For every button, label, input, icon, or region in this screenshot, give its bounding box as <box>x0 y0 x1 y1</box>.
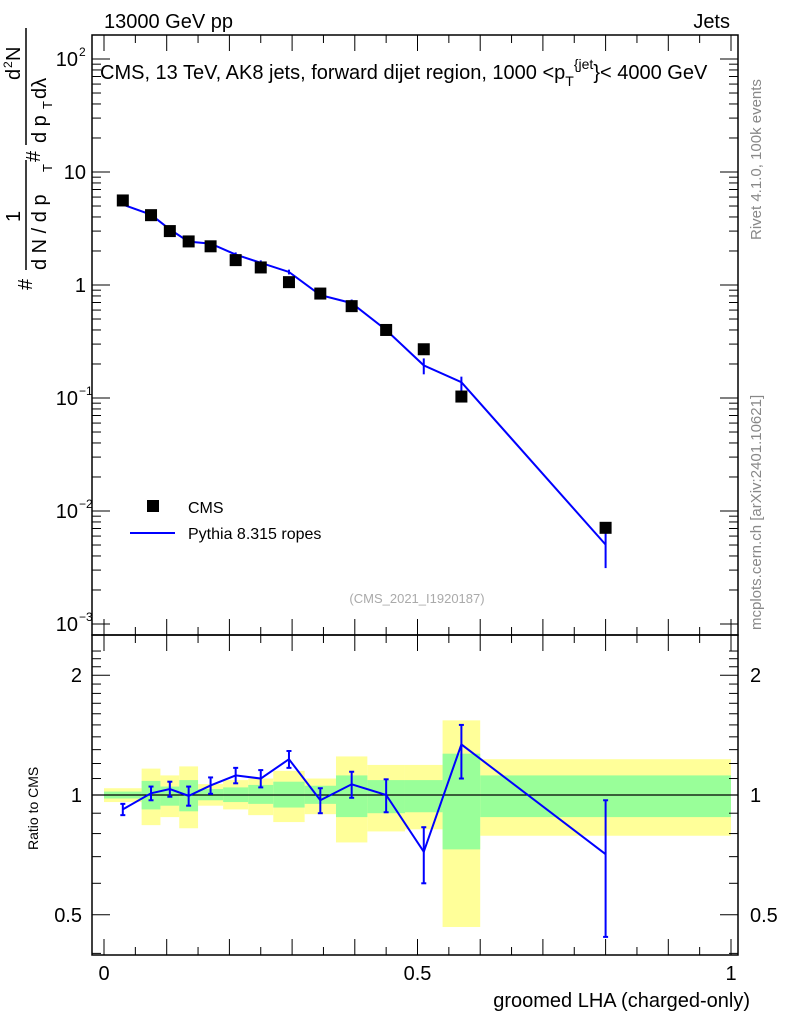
ylabel-frac2-num-post: N <box>3 47 25 61</box>
ylabel-hash1: # <box>15 278 37 290</box>
main-y-tick-label: 10 <box>56 501 78 523</box>
ratio-y-tick-label-right: 0.5 <box>750 905 778 927</box>
x-tick-label: 1 <box>725 963 736 985</box>
ratio-y-tick-label-right: 2 <box>750 665 761 687</box>
ratio-y-axis-label: Ratio to CMS <box>25 767 41 850</box>
cms-data-point <box>163 225 176 238</box>
ratio-line <box>122 742 607 855</box>
x-axis-label: groomed LHA (charged-only) <box>493 990 750 1012</box>
legend: CMS Pythia 8.315 ropes <box>130 500 321 543</box>
mcplots-label: mcplots.cern.ch [arXiv:2401.10621] <box>748 395 765 630</box>
cms-data-point <box>282 276 295 289</box>
ylabel-frac2-den-post: dλ <box>29 78 51 99</box>
cms-data-point <box>345 300 358 313</box>
ylabel-hash2: # <box>23 150 45 162</box>
ylabel-frac2-num-sup: 2 <box>1 61 15 68</box>
cms-data-point <box>455 390 468 403</box>
x-tick-label: 0.5 <box>404 963 432 985</box>
ylabel-frac2-den-sub: T <box>40 101 55 109</box>
cms-data-point <box>417 343 430 356</box>
legend-pythia-label: Pythia 8.315 ropes <box>188 526 321 543</box>
main-y-tick-label: 10 <box>64 162 86 184</box>
top-left-label: 13000 GeV pp <box>104 11 233 33</box>
main-y-tick-exponent: −1 <box>79 384 93 398</box>
cms-data-point <box>380 323 393 336</box>
ratio-y-tick-label: 2 <box>71 665 82 687</box>
ylabel-frac1-den-sub: T <box>40 164 55 172</box>
analysis-watermark: (CMS_2021_I1920187) <box>349 591 484 606</box>
main-y-tick-exponent: 2 <box>79 45 86 59</box>
title-sub: T <box>565 73 574 89</box>
legend-cms-label: CMS <box>188 500 224 517</box>
ratio-bands <box>104 720 731 927</box>
cms-data-point <box>182 235 195 248</box>
chart-marks <box>92 194 738 938</box>
title-post: }< 4000 GeV <box>593 62 708 84</box>
ylabel-frac2-den: d p <box>29 115 51 143</box>
ylabel-frac2-num: d <box>3 69 25 80</box>
rivet-version-label: Rivet 4.1.0, 100k events <box>748 79 765 240</box>
main-y-tick-label: 10 <box>56 388 78 410</box>
inner-band-bin <box>404 780 443 813</box>
inner-band-bin <box>248 784 274 804</box>
cms-data-point <box>314 287 327 300</box>
cms-data-point <box>116 194 129 207</box>
cms-data-point <box>204 240 217 253</box>
ratio-y-tick-label: 1 <box>71 785 82 807</box>
title-pre: CMS, 13 TeV, AK8 jets, forward dijet reg… <box>100 62 566 84</box>
ylabel-frac1-num: 1 <box>3 211 25 222</box>
main-y-tick-exponent: −2 <box>79 497 93 511</box>
cms-data-point <box>599 521 612 534</box>
main-y-axis-label: # 1 d N / d p T # d 2 N d p T dλ <box>1 28 55 290</box>
main-frame <box>91 34 739 636</box>
cms-data-point <box>145 209 158 222</box>
cms-data-point <box>229 254 242 267</box>
x-tick-label: 0 <box>98 963 109 985</box>
legend-cms-marker <box>147 500 159 512</box>
ylabel-frac1-den: d N / d p <box>29 194 51 270</box>
title-sup: {jet <box>573 56 594 72</box>
pythia-line <box>122 203 607 546</box>
plot-title: CMS, 13 TeV, AK8 jets, forward dijet reg… <box>100 56 734 89</box>
main-y-tick-label: 10 <box>56 49 78 71</box>
main-y-tick-exponent: −3 <box>79 610 93 624</box>
ratio-y-tick-label: 0.5 <box>54 905 82 927</box>
main-y-tick-label: 10 <box>56 614 78 636</box>
ratio-y-tick-label-right: 1 <box>750 785 761 807</box>
main-y-tick-label: 1 <box>75 275 86 297</box>
top-right-label: Jets <box>693 11 730 33</box>
cms-data-point <box>254 261 267 274</box>
